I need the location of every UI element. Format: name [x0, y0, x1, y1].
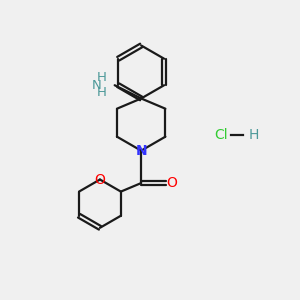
Text: H: H [249, 128, 259, 142]
Text: H: H [97, 86, 106, 99]
Text: N: N [135, 144, 147, 158]
Text: Cl: Cl [214, 128, 228, 142]
Text: N: N [92, 79, 101, 92]
Text: H: H [97, 71, 106, 84]
Text: O: O [94, 172, 105, 187]
Text: O: O [167, 176, 178, 190]
